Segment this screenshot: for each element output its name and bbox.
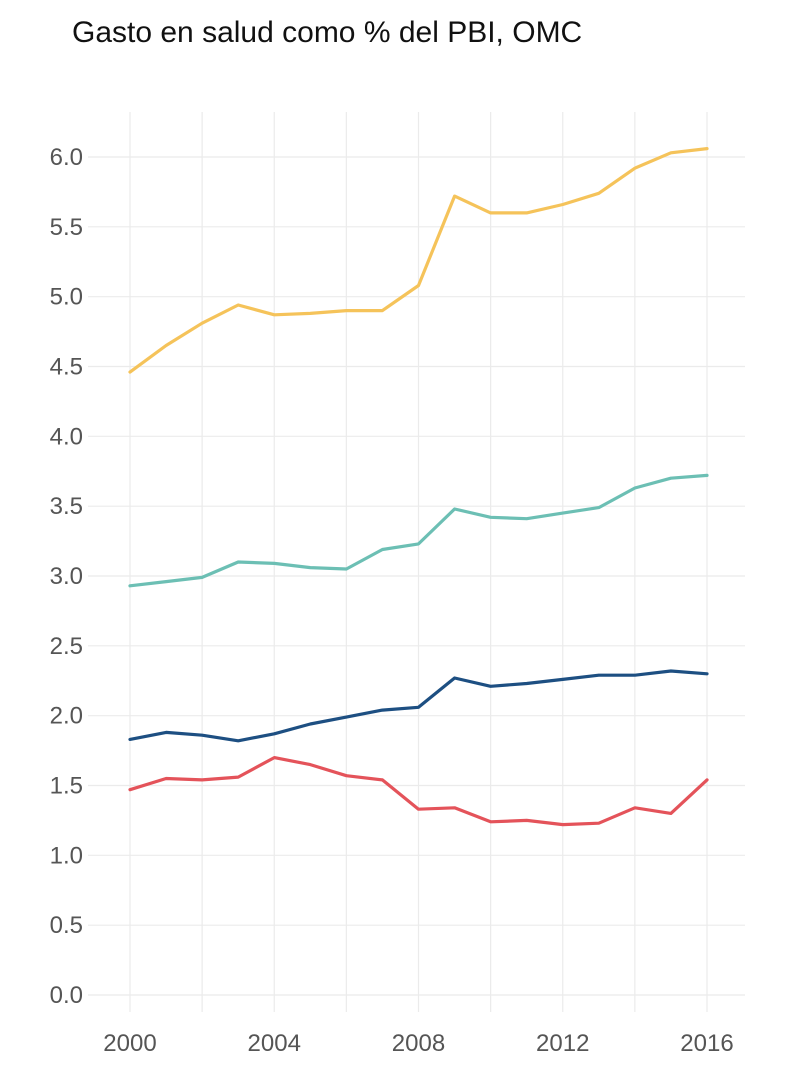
y-tick-label: 2.0 <box>50 703 83 730</box>
x-tick-label: 2016 <box>680 1030 733 1057</box>
x-tick-label: 2000 <box>103 1030 156 1057</box>
y-tick-label: 1.5 <box>50 773 83 800</box>
y-tick-label: 5.0 <box>50 284 83 311</box>
x-tick-label: 2004 <box>248 1030 301 1057</box>
y-tick-label: 4.0 <box>50 423 83 450</box>
y-tick-label: 6.0 <box>50 144 83 171</box>
y-tick-label: 5.5 <box>50 214 83 241</box>
y-tick-label: 3.5 <box>50 493 83 520</box>
y-tick-label: 2.5 <box>50 633 83 660</box>
series-line-3 <box>128 669 709 743</box>
y-tick-label: 1.0 <box>50 842 83 869</box>
chart-title: Gasto en salud como % del PBI, OMC <box>72 16 583 49</box>
x-tick-label: 2008 <box>392 1030 445 1057</box>
y-tick-label: 0.5 <box>50 912 83 939</box>
series-line-2 <box>128 473 709 588</box>
y-tick-label: 0.0 <box>50 982 83 1009</box>
y-tick-label: 4.5 <box>50 354 83 381</box>
y-tick-label: 3.0 <box>50 563 83 590</box>
series-layer <box>128 147 709 827</box>
tick-label-layer: 0.0 0.5 1.0 1.5 2.0 2.5 3.0 3.5 4.0 4.5 5.0 5.5 6.0 2… <box>50 144 734 1057</box>
grid-layer <box>88 112 745 1012</box>
series-line-1 <box>128 147 709 374</box>
series-line-4 <box>128 756 709 827</box>
x-tick-label: 2012 <box>536 1030 589 1057</box>
